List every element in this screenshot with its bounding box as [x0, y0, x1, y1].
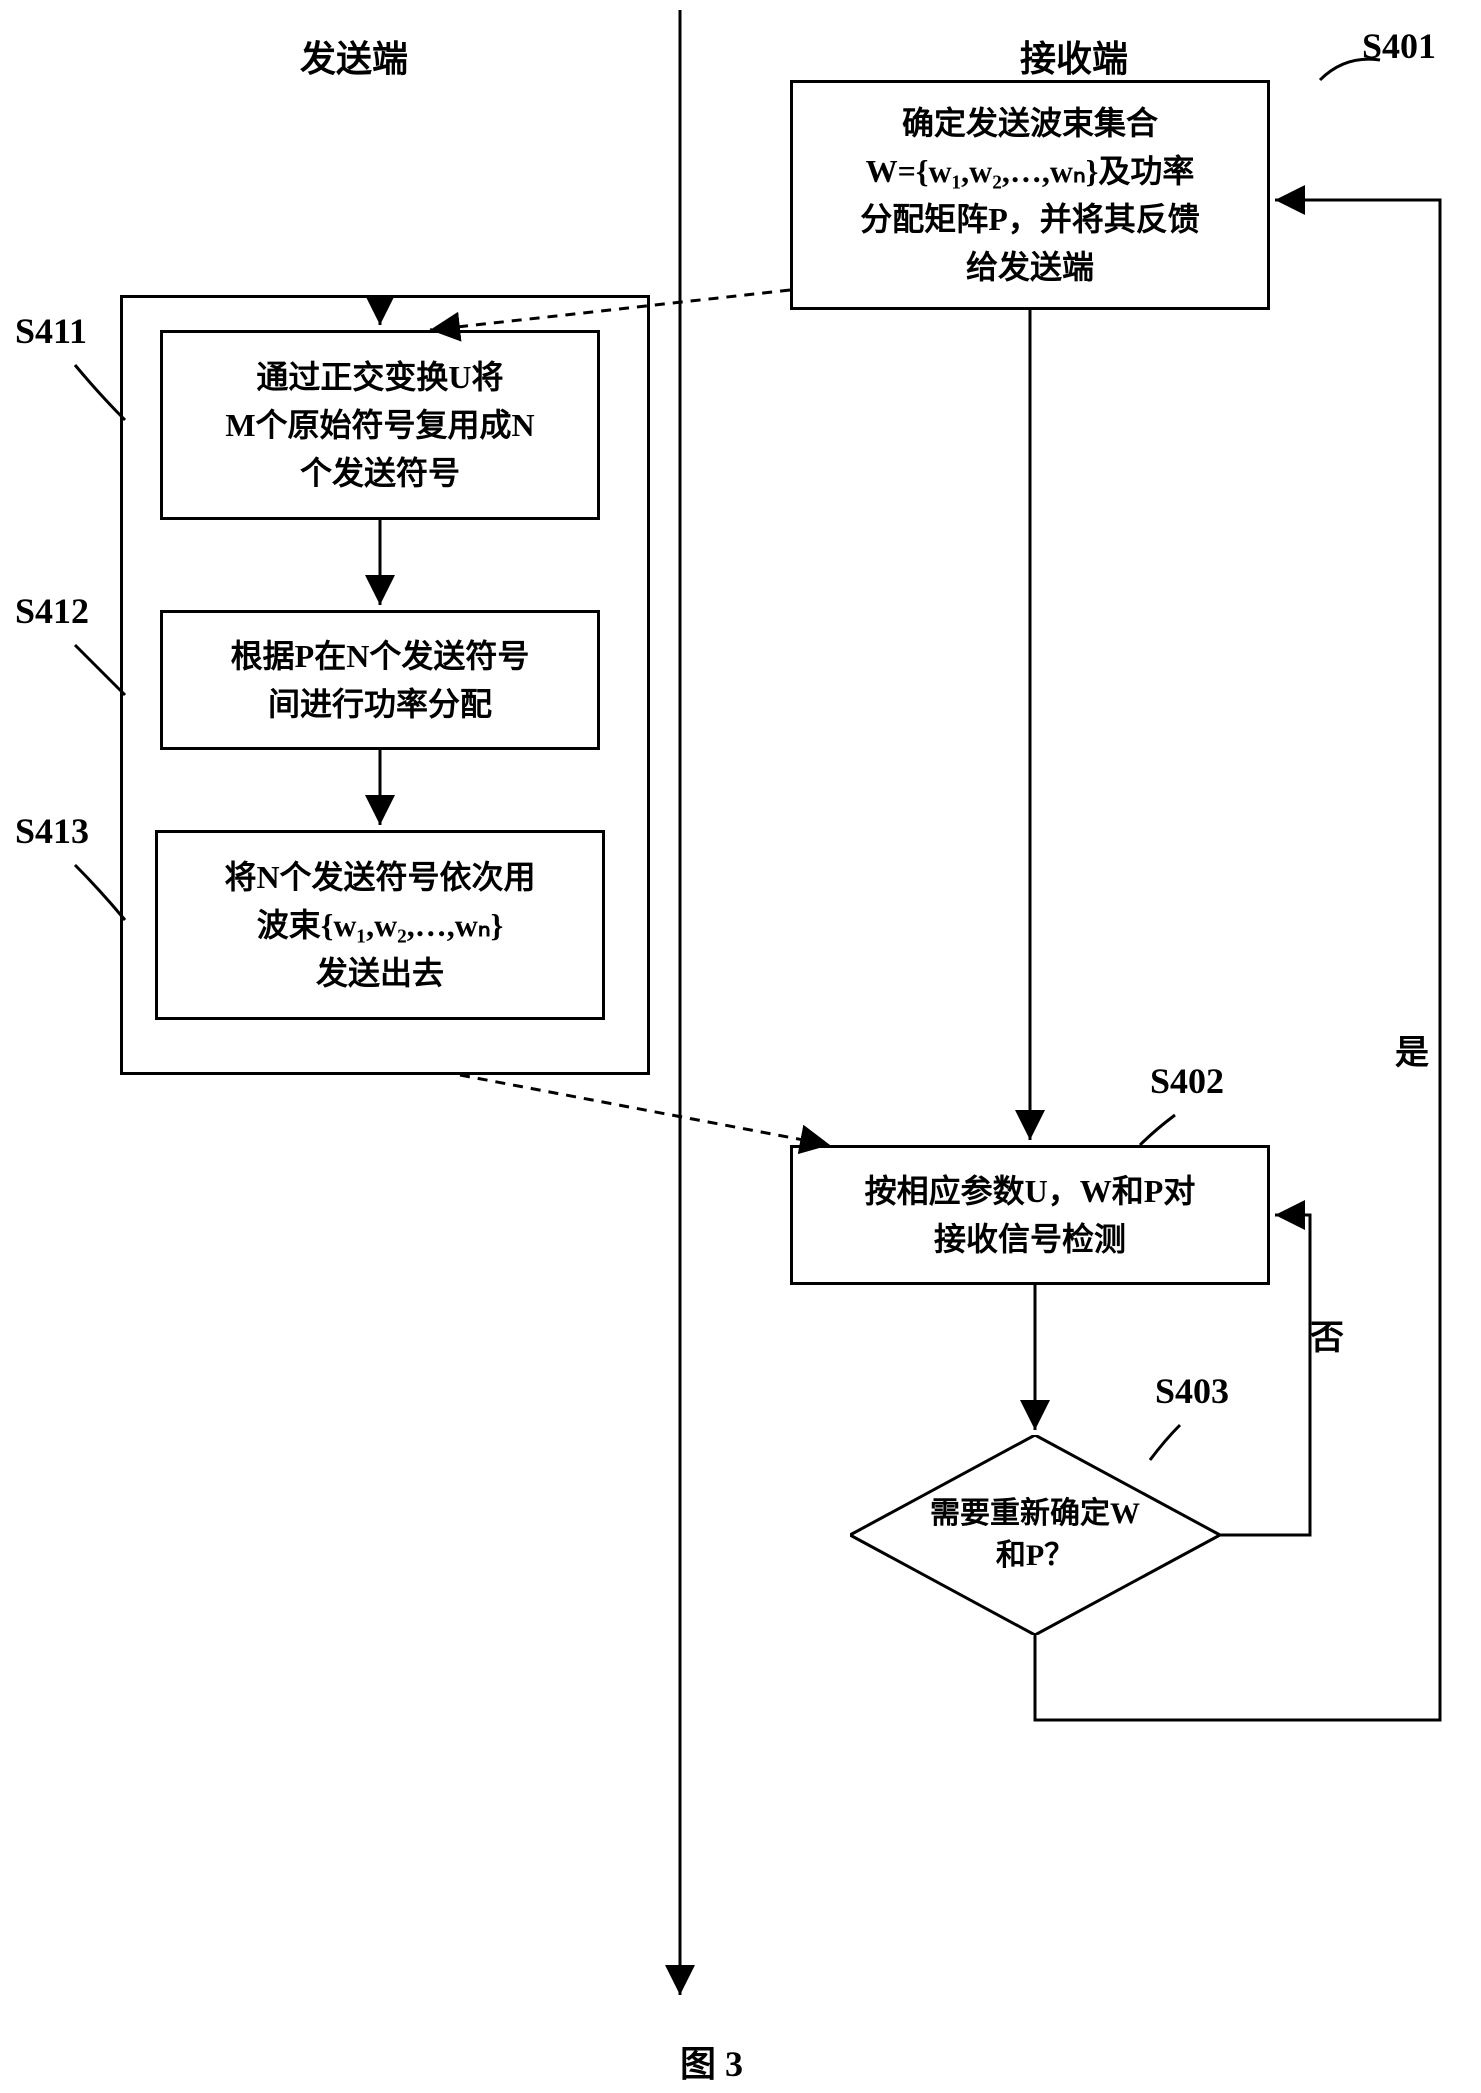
s412-text-1: 根据P在N个发送符号: [231, 632, 530, 680]
s401-box: 确定发送波束集合 W={w₁,w₂,…,wₙ}及功率 分配矩阵P，并将其反馈 给…: [790, 80, 1270, 310]
s413-text-1: 将N个发送符号依次用: [224, 853, 535, 901]
s412-text-2: 间进行功率分配: [231, 680, 530, 728]
s411-box: 通过正交变换U将 M个原始符号复用成N 个发送符号: [160, 330, 600, 520]
s403-diamond: 需要重新确定W 和P？: [850, 1435, 1220, 1635]
s413-box: 将N个发送符号依次用 波束{w₁,w₂,…,wₙ} 发送出去: [155, 830, 605, 1020]
s411-label: S411: [15, 310, 87, 352]
s411-text-1: 通过正交变换U将: [225, 353, 534, 401]
s412-box: 根据P在N个发送符号 间进行功率分配: [160, 610, 600, 750]
s411-text-2: M个原始符号复用成N: [225, 401, 534, 449]
s411-text-3: 个发送符号: [225, 449, 534, 497]
s402-box: 按相应参数U，W和P对 接收信号检测: [790, 1145, 1270, 1285]
s402-text-2: 接收信号检测: [865, 1215, 1196, 1263]
sender-label: 发送端: [300, 30, 408, 82]
s413-text-3: 发送出去: [224, 949, 535, 997]
yes-label: 是: [1395, 1025, 1429, 1074]
s402-label: S402: [1150, 1060, 1224, 1102]
s413-label: S413: [15, 810, 89, 852]
s412-label: S412: [15, 590, 89, 632]
s403-text-1: 需要重新确定W: [930, 1493, 1140, 1535]
s401-text-3: 分配矩阵P，并将其反馈: [860, 195, 1200, 243]
s403-label: S403: [1155, 1370, 1229, 1412]
no-label: 否: [1310, 1310, 1344, 1359]
s402-text-1: 按相应参数U，W和P对: [865, 1167, 1196, 1215]
s401-label: S401: [1362, 25, 1436, 67]
flowchart-container: 发送端 接收端 确定发送波束集合 W={w₁,w₂,…,wₙ}及功率 分配矩阵P…: [0, 0, 1481, 2093]
s413-text-2: 波束{w₁,w₂,…,wₙ}: [224, 901, 535, 949]
s401-text-2: W={w₁,w₂,…,wₙ}及功率: [860, 147, 1200, 195]
s401-text-4: 给发送端: [860, 243, 1200, 291]
figure-label: 图 3: [680, 2035, 743, 2087]
s401-text-1: 确定发送波束集合: [860, 99, 1200, 147]
receiver-label: 接收端: [1020, 30, 1128, 82]
s403-text-2: 和P？: [930, 1535, 1140, 1577]
